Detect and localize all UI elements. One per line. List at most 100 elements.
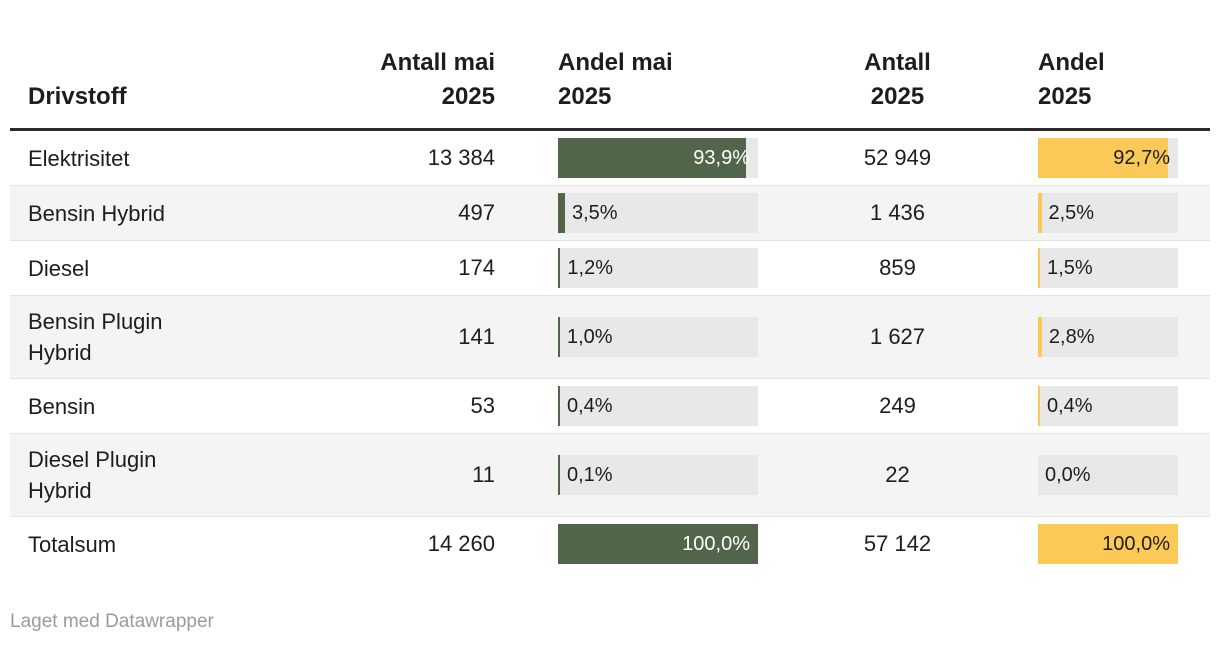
share-may-cell: 0,1% xyxy=(505,448,775,502)
count-year-cell: 1 627 xyxy=(775,310,1020,364)
fuel-type-cell: Bensin xyxy=(10,379,220,433)
column-header-antall-2025: Antall 2025 xyxy=(864,49,931,110)
share-may-cell: 100,0% xyxy=(505,517,775,571)
fuel-type-cell: Diesel Plugin Hybrid xyxy=(10,434,220,516)
share-year-cell: 0,0% xyxy=(1020,448,1210,502)
fuel-type-cell: Bensin Hybrid xyxy=(10,186,220,240)
share-may-bar-track: 93,9% xyxy=(558,138,758,178)
count-may-cell: 174 xyxy=(220,241,505,295)
row-label: Totalsum xyxy=(28,531,117,557)
share-may-bar-label: 0,4% xyxy=(567,395,613,417)
share-year-cell: 0,4% xyxy=(1020,379,1210,433)
count-year-cell: 249 xyxy=(775,379,1020,433)
count-year-cell: 57 142 xyxy=(775,517,1020,571)
column-header-antall-mai-2025: Antall mai 2025 xyxy=(380,49,495,110)
fuel-type-cell: Bensin Plugin Hybrid xyxy=(10,296,220,378)
share-year-bar-label: 2,5% xyxy=(1048,202,1095,224)
column-header-andel-mai-2025: Andel mai 2025 xyxy=(558,49,673,110)
share-year-bar-label: 100,0% xyxy=(1102,533,1170,555)
share-year-bar-track: 2,5% xyxy=(1038,193,1178,233)
row-label: Bensin Plugin Hybrid xyxy=(28,309,163,365)
share-year-bar-fill xyxy=(1038,248,1041,288)
fuel-type-cell: Elektrisitet xyxy=(10,131,220,185)
share-year-bar-track: 0,0% xyxy=(1038,455,1178,495)
table-row: Diesel Plugin Hybrid 11 0,1% 22 0,0% xyxy=(10,433,1210,516)
count-may-value: 53 xyxy=(470,393,495,418)
share-year-bar-label: 0,0% xyxy=(1045,464,1091,486)
row-label: Diesel xyxy=(28,255,90,281)
count-may-value: 11 xyxy=(472,462,495,487)
table-header-row: Drivstoff Antall mai 2025 Andel mai 2025… xyxy=(10,0,1210,131)
count-year-value: 249 xyxy=(879,393,916,418)
count-may-cell: 13 384 xyxy=(220,131,505,185)
share-year-bar-fill xyxy=(1038,193,1042,233)
share-may-bar-track: 0,4% xyxy=(558,386,758,426)
share-year-bar-label: 0,4% xyxy=(1047,395,1093,417)
table-row: Bensin Plugin Hybrid 141 1,0% 1 627 2,8% xyxy=(10,295,1210,378)
share-may-bar-fill xyxy=(558,193,565,233)
datawrapper-table: Drivstoff Antall mai 2025 Andel mai 2025… xyxy=(10,0,1210,632)
share-year-bar-track: 1,5% xyxy=(1038,248,1178,288)
table-body: Elektrisitet 13 384 93,9% 52 949 92,7% B… xyxy=(10,131,1210,571)
share-year-bar-label: 92,7% xyxy=(1113,147,1170,169)
share-year-cell: 92,7% xyxy=(1020,131,1210,185)
count-year-value: 22 xyxy=(885,462,910,487)
share-year-cell: 2,8% xyxy=(1020,310,1210,364)
count-may-value: 14 260 xyxy=(427,531,495,556)
share-may-bar-label: 100,0% xyxy=(682,533,750,555)
table-row: Elektrisitet 13 384 93,9% 52 949 92,7% xyxy=(10,131,1210,185)
count-may-cell: 141 xyxy=(220,310,505,364)
share-may-bar-track: 100,0% xyxy=(558,524,758,564)
share-may-bar-fill xyxy=(558,138,746,178)
share-may-bar-track: 3,5% xyxy=(558,193,758,233)
share-may-bar-label: 1,0% xyxy=(567,326,613,348)
count-year-value: 57 142 xyxy=(863,531,932,556)
share-may-bar-fill xyxy=(558,386,560,426)
share-may-bar-fill xyxy=(558,455,560,495)
table-row: Bensin 53 0,4% 249 0,4% xyxy=(10,378,1210,433)
share-may-bar-track: 0,1% xyxy=(558,455,758,495)
count-year-value: 1 627 xyxy=(869,324,926,349)
count-year-value: 1 436 xyxy=(869,200,926,225)
table-row: Totalsum 14 260 100,0% 57 142 100,0% xyxy=(10,516,1210,571)
share-year-bar-fill xyxy=(1038,317,1042,357)
share-year-bar-fill xyxy=(1038,138,1168,178)
share-may-bar-label: 93,9% xyxy=(693,147,750,169)
count-may-cell: 497 xyxy=(220,186,505,240)
count-may-value: 497 xyxy=(458,200,495,225)
count-may-value: 141 xyxy=(458,324,495,349)
count-may-cell: 14 260 xyxy=(220,517,505,571)
share-may-cell: 1,2% xyxy=(505,241,775,295)
row-label: Bensin xyxy=(28,393,96,419)
share-year-bar-track: 100,0% xyxy=(1038,524,1178,564)
share-year-bar-track: 0,4% xyxy=(1038,386,1178,426)
count-year-cell: 859 xyxy=(775,241,1020,295)
share-may-cell: 1,0% xyxy=(505,310,775,364)
share-may-bar-track: 1,2% xyxy=(558,248,758,288)
table-row: Bensin Hybrid 497 3,5% 1 436 2,5% xyxy=(10,185,1210,240)
count-may-cell: 11 xyxy=(220,448,505,502)
row-label: Diesel Plugin Hybrid xyxy=(28,447,157,503)
share-may-cell: 3,5% xyxy=(505,186,775,240)
share-year-cell: 100,0% xyxy=(1020,517,1210,571)
share-may-bar-fill xyxy=(558,248,561,288)
row-label: Elektrisitet xyxy=(28,145,130,171)
count-may-value: 13 384 xyxy=(427,145,495,170)
share-year-bar-fill xyxy=(1038,524,1178,564)
share-year-bar-label: 2,8% xyxy=(1048,326,1095,348)
share-year-cell: 1,5% xyxy=(1020,241,1210,295)
count-year-cell: 52 949 xyxy=(775,131,1020,185)
share-may-bar-label: 3,5% xyxy=(572,202,618,224)
share-may-bar-label: 1,2% xyxy=(567,257,613,279)
count-year-value: 859 xyxy=(879,255,916,280)
row-label: Bensin Hybrid xyxy=(28,200,165,226)
datawrapper-credit-link[interactable]: Laget med Datawrapper xyxy=(10,611,214,632)
count-year-cell: 22 xyxy=(775,448,1020,502)
share-may-cell: 0,4% xyxy=(505,379,775,433)
share-year-bar-fill xyxy=(1038,386,1040,426)
count-year-cell: 1 436 xyxy=(775,186,1020,240)
share-year-bar-label: 1,5% xyxy=(1047,257,1093,279)
fuel-type-cell: Totalsum xyxy=(10,517,220,571)
fuel-type-cell: Diesel xyxy=(10,241,220,295)
table-row: Diesel 174 1,2% 859 1,5% xyxy=(10,240,1210,295)
